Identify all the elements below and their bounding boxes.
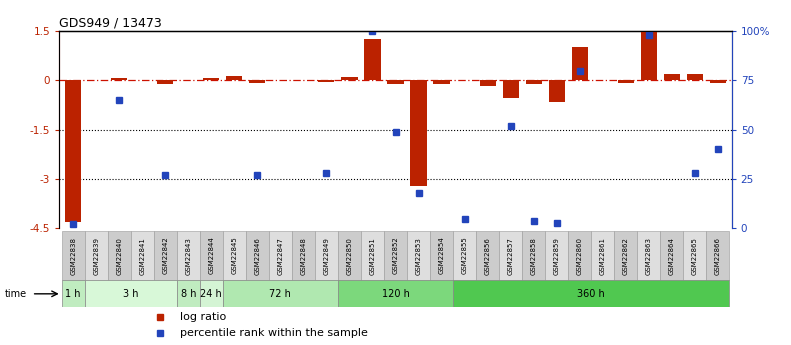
Text: GSM22857: GSM22857 xyxy=(508,237,513,275)
Bar xyxy=(407,231,430,280)
Bar xyxy=(65,80,81,222)
Bar xyxy=(453,280,729,307)
Bar xyxy=(176,231,200,280)
Text: GSM22855: GSM22855 xyxy=(462,237,467,275)
Text: GDS949 / 13473: GDS949 / 13473 xyxy=(59,17,162,30)
Bar xyxy=(618,80,634,83)
Bar xyxy=(479,80,496,86)
Bar xyxy=(641,31,657,80)
Text: GSM22849: GSM22849 xyxy=(324,237,329,275)
Bar xyxy=(664,75,680,80)
Bar xyxy=(549,80,565,102)
Text: 120 h: 120 h xyxy=(381,289,410,299)
Text: 8 h: 8 h xyxy=(180,289,196,299)
Text: GSM22846: GSM22846 xyxy=(255,237,260,275)
Bar xyxy=(361,231,384,280)
Bar xyxy=(568,231,591,280)
Bar xyxy=(249,80,266,83)
Bar xyxy=(108,231,131,280)
Bar xyxy=(318,80,335,82)
Text: 3 h: 3 h xyxy=(123,289,138,299)
Bar xyxy=(62,231,85,280)
Text: GSM22854: GSM22854 xyxy=(438,237,445,275)
Bar xyxy=(572,48,588,80)
Text: percentile rank within the sample: percentile rank within the sample xyxy=(180,328,369,338)
Bar xyxy=(384,231,407,280)
Bar xyxy=(365,39,380,80)
Bar xyxy=(388,80,403,84)
Text: log ratio: log ratio xyxy=(180,312,226,322)
Bar xyxy=(223,231,246,280)
Bar xyxy=(476,231,499,280)
Bar xyxy=(525,80,542,84)
Bar xyxy=(85,280,176,307)
Bar xyxy=(131,231,153,280)
Text: GSM22851: GSM22851 xyxy=(369,237,376,275)
Text: 1 h: 1 h xyxy=(66,289,81,299)
Bar xyxy=(203,78,219,80)
Bar xyxy=(433,80,449,84)
Text: 360 h: 360 h xyxy=(577,289,605,299)
Bar xyxy=(411,80,426,186)
Bar xyxy=(292,231,315,280)
Text: GSM22853: GSM22853 xyxy=(415,237,422,275)
Text: GSM22841: GSM22841 xyxy=(139,237,146,275)
Text: GSM22844: GSM22844 xyxy=(208,237,214,275)
Bar xyxy=(200,280,223,307)
Text: GSM22850: GSM22850 xyxy=(346,237,353,275)
Bar xyxy=(502,80,519,98)
Text: GSM22866: GSM22866 xyxy=(715,237,721,275)
Text: GSM22861: GSM22861 xyxy=(600,237,606,275)
Text: GSM22838: GSM22838 xyxy=(70,237,76,275)
Text: GSM22845: GSM22845 xyxy=(231,237,237,275)
Text: GSM22842: GSM22842 xyxy=(162,237,168,275)
Bar xyxy=(342,77,358,80)
Bar xyxy=(453,231,476,280)
Bar xyxy=(710,80,726,83)
Text: 24 h: 24 h xyxy=(200,289,222,299)
Text: 72 h: 72 h xyxy=(270,289,291,299)
Bar xyxy=(315,231,338,280)
Text: time: time xyxy=(5,289,27,299)
Bar xyxy=(638,231,660,280)
Bar xyxy=(615,231,638,280)
Text: GSM22863: GSM22863 xyxy=(645,237,652,275)
Bar xyxy=(157,80,173,84)
Bar xyxy=(522,231,545,280)
Text: GSM22858: GSM22858 xyxy=(531,237,536,275)
Bar xyxy=(687,74,703,80)
Bar xyxy=(153,231,176,280)
Bar xyxy=(499,231,522,280)
Bar xyxy=(226,77,242,80)
Text: GSM22864: GSM22864 xyxy=(669,237,675,275)
Bar xyxy=(430,231,453,280)
Bar xyxy=(660,231,683,280)
Bar xyxy=(111,78,127,80)
Text: GSM22865: GSM22865 xyxy=(692,237,698,275)
Text: GSM22862: GSM22862 xyxy=(623,237,629,275)
Text: GSM22839: GSM22839 xyxy=(93,237,99,275)
Bar xyxy=(223,280,338,307)
Text: GSM22840: GSM22840 xyxy=(116,237,122,275)
Bar xyxy=(545,231,568,280)
Bar xyxy=(176,280,200,307)
Text: GSM22859: GSM22859 xyxy=(554,237,560,275)
Text: GSM22860: GSM22860 xyxy=(577,237,583,275)
Bar xyxy=(246,231,269,280)
Bar xyxy=(706,231,729,280)
Bar xyxy=(62,280,85,307)
Text: GSM22847: GSM22847 xyxy=(278,237,283,275)
Text: GSM22856: GSM22856 xyxy=(485,237,490,275)
Bar xyxy=(269,231,292,280)
Bar xyxy=(591,231,615,280)
Text: GSM22852: GSM22852 xyxy=(392,237,399,275)
Bar xyxy=(683,231,706,280)
Bar xyxy=(200,231,223,280)
Text: GSM22848: GSM22848 xyxy=(301,237,306,275)
Text: GSM22843: GSM22843 xyxy=(185,237,191,275)
Bar xyxy=(338,280,453,307)
Bar xyxy=(85,231,108,280)
Bar xyxy=(338,231,361,280)
